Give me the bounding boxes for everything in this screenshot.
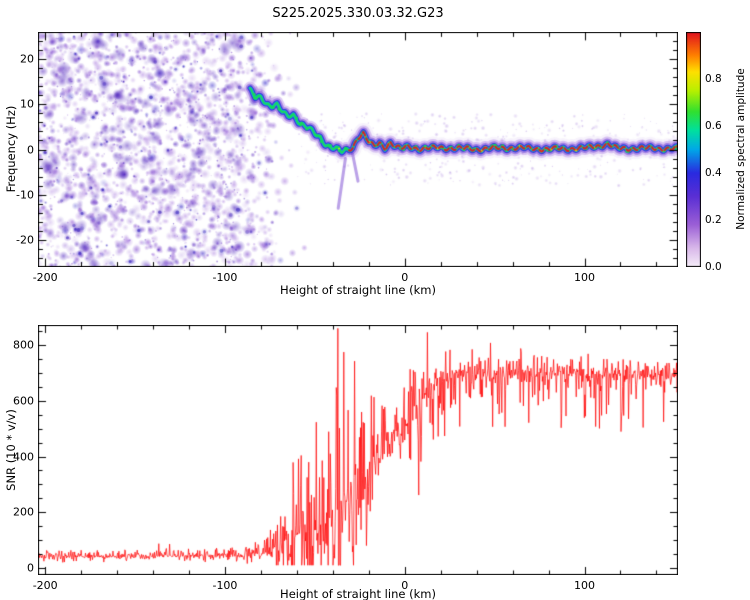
x-tick-label: -200: [32, 579, 58, 592]
colorbar-tick-label: 0.0: [705, 261, 722, 273]
spectrogram-x-axis: -200 -100 0 100: [33, 269, 678, 284]
x-tick-label: 100: [574, 579, 596, 592]
colorbar-tick-label: 0.8: [705, 73, 722, 85]
snr-x-label: Height of straight line (km): [280, 587, 436, 600]
x-tick-label: -100: [212, 271, 238, 284]
figure-title: S225.2025.330.03.32.G23: [272, 6, 444, 21]
spectrogram-y-axis: 20 10 0 -10 -20: [2, 32, 36, 267]
colorbar-tick-label: 0.6: [705, 120, 722, 132]
y-tick-label: 200: [13, 505, 34, 519]
snr-y-label: SNR (10 * v/v): [4, 409, 18, 491]
x-tick-label: -200: [32, 271, 58, 284]
x-tick-label: 0: [401, 271, 409, 284]
y-tick-label: -20: [16, 233, 34, 247]
y-tick-label: 0: [27, 561, 34, 575]
x-tick-label: -100: [212, 579, 238, 592]
snr-y-axis: 0 200 400 600 800: [2, 325, 36, 575]
y-tick-label: 20: [20, 52, 34, 66]
y-tick-label: 800: [13, 338, 34, 352]
y-tick-label: 10: [20, 97, 34, 111]
y-tick-label: -10: [16, 188, 34, 202]
y-tick-label: 400: [13, 450, 34, 464]
x-tick-label: 100: [574, 271, 596, 284]
colorbar-tick-label: 0.2: [705, 214, 722, 226]
colorbar-tick-labels: 0.0 0.2 0.4 0.6 0.8: [703, 32, 733, 273]
spectrogram-plot: [38, 32, 678, 267]
y-tick-label: 0: [27, 143, 34, 156]
colorbar-tick-label: 0.4: [705, 167, 722, 179]
y-tick-label: 600: [13, 394, 34, 408]
spectrogram-y-label: Frequency (Hz): [4, 105, 18, 193]
snr-plot: [38, 325, 678, 575]
colorbar: [686, 32, 701, 267]
snr-x-axis: -200 -100 0 100: [33, 577, 678, 592]
spectrogram-x-label: Height of straight line (km): [280, 283, 436, 297]
colorbar-label: Normalized spectral amplitude: [735, 68, 747, 230]
x-tick-label: 0: [401, 579, 409, 592]
